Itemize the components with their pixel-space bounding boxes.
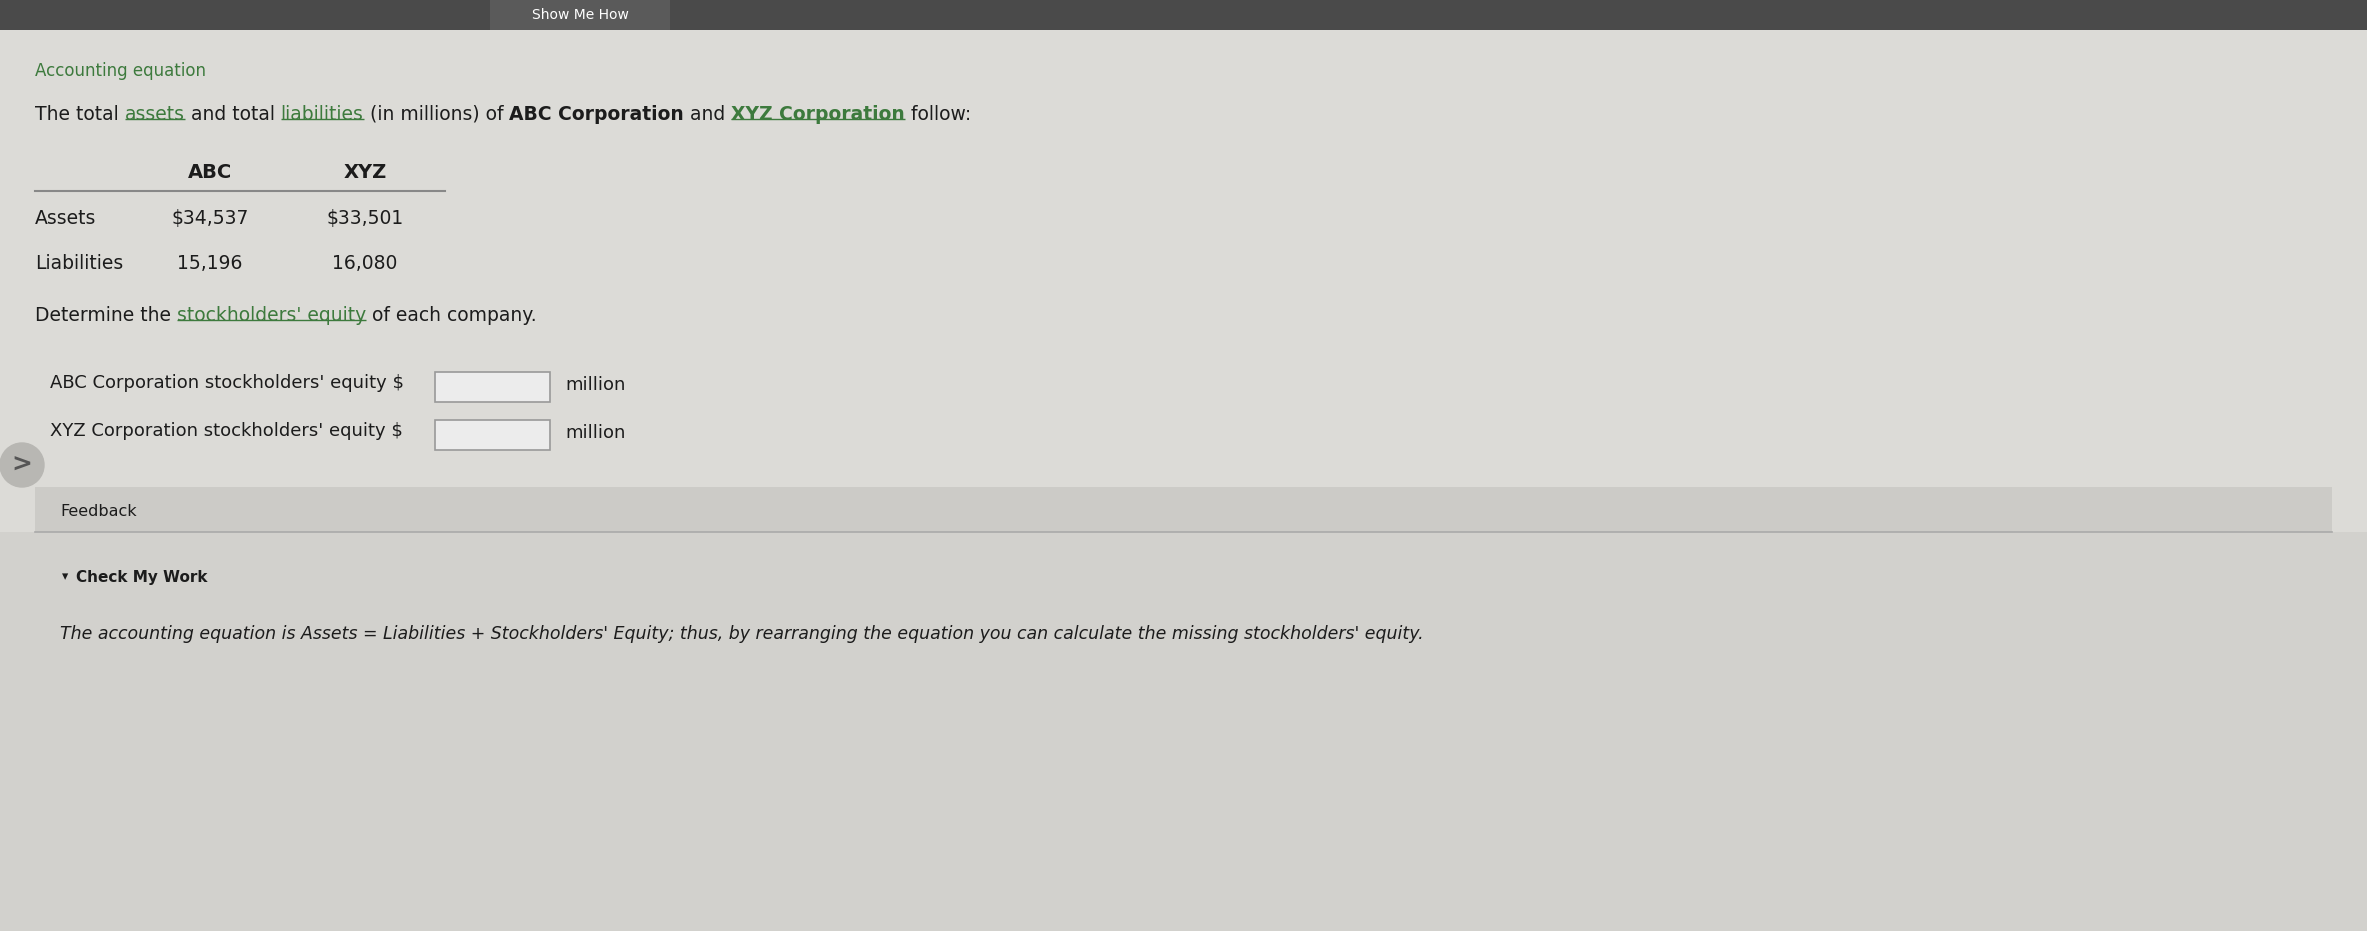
Text: 16,080: 16,080 <box>331 254 398 273</box>
Text: million: million <box>566 376 625 394</box>
Text: and: and <box>684 105 731 124</box>
Text: >: > <box>12 453 33 477</box>
Text: and total: and total <box>185 105 282 124</box>
Text: XYZ Corporation: XYZ Corporation <box>731 105 904 124</box>
Text: Assets: Assets <box>36 209 97 228</box>
Text: of each company.: of each company. <box>367 306 537 325</box>
Text: The accounting equation is Assets = Liabilities + Stockholders' Equity; thus, by: The accounting equation is Assets = Liab… <box>59 625 1423 643</box>
Text: Show Me How: Show Me How <box>533 8 627 22</box>
Text: $34,537: $34,537 <box>170 209 249 228</box>
FancyBboxPatch shape <box>490 0 670 30</box>
Text: XYZ Corporation stockholders' equity $: XYZ Corporation stockholders' equity $ <box>50 422 402 440</box>
FancyBboxPatch shape <box>0 0 2367 30</box>
Text: ABC: ABC <box>187 163 232 182</box>
FancyBboxPatch shape <box>0 532 2367 931</box>
Text: Determine the: Determine the <box>36 306 178 325</box>
Text: Liabilities: Liabilities <box>36 254 123 273</box>
Text: The total: The total <box>36 105 125 124</box>
Text: Feedback: Feedback <box>59 504 137 519</box>
Text: Accounting equation: Accounting equation <box>36 62 206 80</box>
Text: assets: assets <box>125 105 185 124</box>
Text: 15,196: 15,196 <box>178 254 244 273</box>
Text: ABC Corporation: ABC Corporation <box>509 105 684 124</box>
Text: follow:: follow: <box>904 105 970 124</box>
FancyBboxPatch shape <box>436 372 549 402</box>
Text: $33,501: $33,501 <box>327 209 405 228</box>
FancyBboxPatch shape <box>436 420 549 450</box>
Text: ABC Corporation stockholders' equity $: ABC Corporation stockholders' equity $ <box>50 374 405 392</box>
Text: million: million <box>566 424 625 442</box>
Text: (in millions) of: (in millions) of <box>365 105 509 124</box>
Text: ▾: ▾ <box>62 570 69 583</box>
Text: Check My Work: Check My Work <box>76 570 208 585</box>
Text: liabilities: liabilities <box>282 105 365 124</box>
Text: XYZ: XYZ <box>343 163 386 182</box>
Text: stockholders' equity: stockholders' equity <box>178 306 367 325</box>
FancyBboxPatch shape <box>36 487 2331 532</box>
Circle shape <box>0 443 45 487</box>
